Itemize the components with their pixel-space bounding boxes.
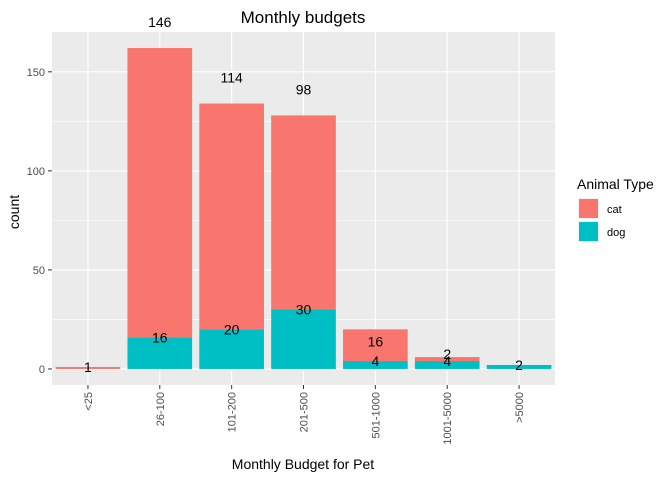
data-label: 2: [443, 346, 451, 362]
bar-dog: [343, 361, 408, 369]
data-label: 16: [368, 333, 384, 349]
data-label: 114: [220, 70, 243, 86]
legend-label-dog: dog: [607, 227, 625, 239]
data-label: 30: [296, 302, 312, 318]
bar-cat: [343, 329, 408, 362]
x-tick-label: 1001-5000: [442, 392, 454, 445]
bar-dog: [271, 309, 336, 369]
data-label: 98: [296, 81, 312, 97]
x-tick-label: 201-500: [299, 392, 311, 432]
data-label: 20: [224, 321, 240, 337]
x-tick-label: 501-1000: [370, 392, 382, 439]
legend-title: Animal Type: [577, 176, 654, 192]
x-axis: <25 26-100 101-200 201-500 501-1000 1001-5000…: [83, 385, 526, 445]
x-axis-title: Monthly Budget for Pet: [232, 456, 375, 472]
bar-dog: [127, 337, 193, 369]
bar-cat: [414, 357, 480, 362]
data-label: 1: [84, 359, 92, 375]
legend: Animal Type cat dog: [577, 176, 654, 242]
data-label: 16: [152, 329, 168, 345]
bar-dog: [414, 361, 480, 369]
legend-swatch-dog: [579, 222, 598, 241]
y-tick-label: 0: [39, 364, 45, 376]
y-tick-label: 50: [33, 265, 45, 277]
bar-dog: [199, 329, 264, 369]
x-tick-label: <25: [83, 392, 95, 411]
y-axis-title: count: [6, 195, 22, 229]
bar-cat: [271, 115, 336, 310]
y-tick-label: 100: [27, 166, 45, 178]
x-tick-label: >5000: [514, 392, 526, 423]
y-axis: 0 50 100 150: [27, 67, 52, 376]
data-label: 4: [443, 353, 451, 369]
legend-label-cat: cat: [607, 204, 622, 216]
x-tick-label: 101-200: [227, 392, 239, 432]
chart-title: Monthly budgets: [241, 8, 366, 27]
bar-cat: [199, 103, 264, 330]
legend-swatch-cat: [579, 199, 598, 218]
data-label: 2: [515, 357, 523, 373]
data-label: 146: [148, 14, 172, 30]
data-label: 4: [371, 353, 379, 369]
bar-series: [55, 48, 552, 369]
x-tick-label: 26-100: [155, 392, 167, 426]
bar-cat: [55, 366, 121, 369]
bar-cat: [127, 48, 193, 338]
y-tick-label: 150: [27, 67, 45, 79]
bar-dog: [486, 364, 552, 369]
